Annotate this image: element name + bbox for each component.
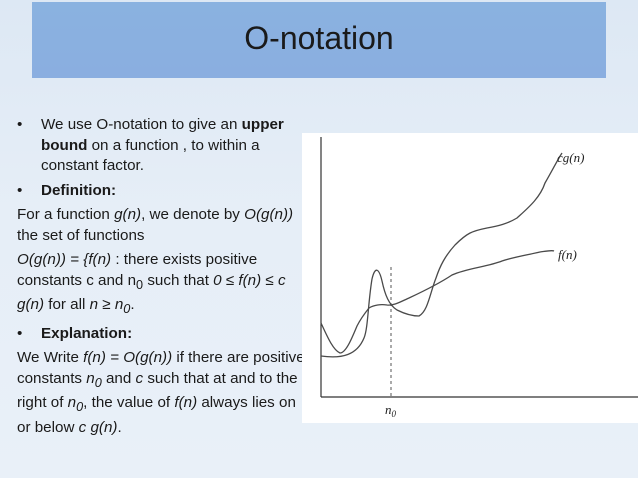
definition-paragraph-1: For a function g(n), we denote by O(g(n)…	[17, 206, 294, 244]
explanation-paragraph: We Write f(n) = O(g(n)) if there are pos…	[17, 349, 305, 436]
n0-label: n0	[385, 402, 397, 419]
f-n-label: f(n)	[558, 247, 577, 262]
cg-n-curve	[320, 152, 563, 358]
slide-title: O-notation	[244, 20, 394, 56]
big-o-graph: cg(n) f(n) n0	[320, 137, 638, 419]
big-o-figure: cg(n) f(n) n0	[302, 133, 638, 423]
slide-body: • We use O-notation to give an upper bou…	[17, 115, 307, 438]
bullet-definition: • Definition:	[17, 181, 307, 202]
bullet-dot-3: •	[17, 324, 23, 342]
definition-heading: Definition:	[41, 181, 117, 199]
definition-paragraph-2: O(g(n)) = {f(n) : there exists positive …	[17, 251, 286, 317]
f-n-curve	[320, 249, 555, 354]
bullet-content-3: Explanation:	[41, 324, 307, 345]
bullet-dot-2: •	[17, 181, 23, 199]
upper-bound-term: upper bound	[41, 116, 284, 154]
bullet-dot-1: •	[17, 116, 23, 133]
cg-n-label: cg(n)	[557, 150, 584, 165]
bullet-upper-bound: • We use O-notation to give an upper bou…	[17, 115, 307, 177]
bullet-content-2: Definition:	[41, 181, 307, 202]
bullet-explanation: • Explanation:	[17, 324, 307, 345]
explanation-heading: Explanation:	[41, 324, 133, 342]
bullet-content-1: We use O-notation to give an upper bound…	[41, 116, 284, 174]
title-bar: O-notation	[32, 2, 606, 78]
